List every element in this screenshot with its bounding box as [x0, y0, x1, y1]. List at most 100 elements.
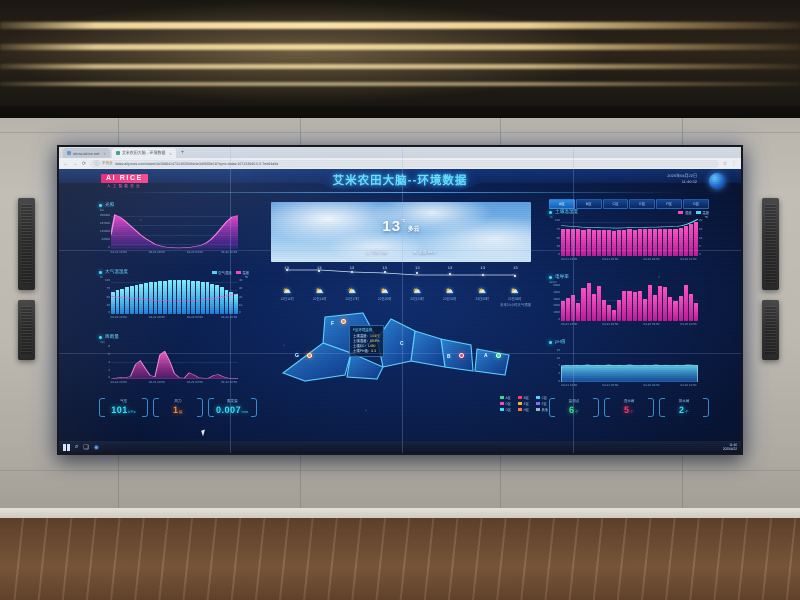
zone-tab-E区[interactable]: E区: [629, 199, 656, 209]
forecast-column[interactable]: ⛅ 23日05时: [466, 288, 499, 301]
left-stat-row: 气压 101kPa 风力 1级 蒸发量 0.007mm: [99, 397, 258, 418]
bar: [658, 286, 663, 321]
chart-rainfall[interactable]: mm 8 6 4 2 0: [99, 340, 249, 387]
forecast-point: [285, 269, 288, 271]
browser-tab-1[interactable]: show.airice.net ×: [63, 148, 110, 158]
browser-icon[interactable]: ◉: [93, 444, 100, 451]
forecast-point: [481, 273, 484, 276]
forecast-column[interactable]: ⛅ 22日20时: [369, 288, 402, 301]
forecast-column[interactable]: ⛅ 22日11时: [271, 288, 304, 301]
sensor-pin-g[interactable]: [307, 353, 312, 358]
stat-card-outlet-gates[interactable]: 排水闸 2个: [659, 397, 709, 418]
panel-illumination: 光照 lux 250000 187500 125000 62500 0: [99, 202, 249, 257]
windows-icon[interactable]: [63, 443, 70, 451]
legend-item[interactable]: F区: [536, 401, 548, 406]
bar: [200, 281, 205, 314]
legend-swatch: [518, 396, 523, 399]
field-map[interactable]: F G C B A F区环境监测 土壤温度：14.6℃ 土壤湿度：89.8% 土…: [265, 309, 548, 412]
address-bar[interactable]: ⓘ 不安全 datav.aliyuncs.com/share/1b3588414…: [90, 159, 719, 168]
partly-cloudy-icon: ⛅: [477, 288, 487, 295]
reload-icon[interactable]: ⟳: [81, 160, 87, 167]
bar: [205, 282, 210, 314]
taskview-icon[interactable]: ❑: [83, 444, 89, 451]
y-tick: 0: [558, 317, 560, 322]
bar: [622, 229, 627, 256]
more-icon[interactable]: ⋮: [731, 160, 737, 167]
browser-tab-1-title: show.airice.net: [73, 150, 100, 156]
zone-tab-G区[interactable]: G区: [683, 199, 709, 209]
legend-item[interactable]: 温度: [235, 270, 249, 275]
bar: [134, 285, 139, 314]
tooltip-value: 14.6℃: [369, 333, 380, 338]
tooltip-value: 6.3: [371, 348, 376, 353]
chart-conductivity[interactable]: us/cm 5000 4000 3000 2000 1000 0 04: [549, 280, 709, 329]
stat-card-wind[interactable]: 风力 1级: [153, 397, 203, 418]
legend-label: E区: [523, 402, 529, 406]
stat-card-inlet-gates[interactable]: 进水闸 5个: [604, 397, 654, 418]
y-tick: 6: [108, 351, 110, 356]
chart-illumination[interactable]: lux 250000 187500 125000 62500 0: [99, 208, 249, 257]
stat-card-pressure[interactable]: 气压 101kPa: [99, 397, 149, 418]
chart-air-temp-humidity[interactable]: % ℃ 100 75 50 25 0 40 30 20 10 0: [99, 275, 249, 322]
legend-item[interactable]: H区: [518, 407, 529, 412]
stat-card-evaporation[interactable]: 蒸发量 0.007mm: [207, 397, 258, 418]
close-icon[interactable]: ×: [103, 150, 106, 156]
legend-item[interactable]: 其他: [536, 407, 548, 412]
stat-card-monitor-points[interactable]: 监测点 6个: [549, 397, 599, 418]
tooltip-label: 土壤PH值：: [353, 348, 372, 353]
legend-item[interactable]: G区: [499, 407, 511, 412]
forecast-point: [449, 273, 452, 275]
map-legend: A区 B区 C区 D区 E区 F区 G区 H区 其他: [499, 395, 548, 412]
y-tick: 0: [108, 375, 110, 380]
back-icon[interactable]: ←: [63, 160, 69, 167]
forecast-column[interactable]: ⛅ 23日02时: [434, 288, 467, 301]
legend-item[interactable]: E区: [518, 401, 529, 406]
zone-tab-C区[interactable]: C区: [602, 199, 629, 209]
soil-humidity-bars: [561, 218, 698, 256]
sky-camera-view[interactable]: 13℃多云 ☴ 西风 1级 ☂ 湿度 88%: [271, 202, 531, 262]
zone-tab-A区[interactable]: A区: [549, 199, 575, 209]
bar: [642, 229, 647, 256]
star-icon[interactable]: ☆: [722, 160, 728, 167]
forecast-temp-line: 13 13 13 13 13 13 13 13: [271, 264, 531, 286]
x-tick: 04-22 03:50: [643, 383, 660, 387]
zone-tab-B区[interactable]: B区: [575, 199, 602, 209]
x-tick: 04-22 10:50: [221, 380, 238, 384]
y-axis-ph: 15 10 7 4 0: [549, 346, 560, 382]
legend-item[interactable]: A区: [499, 395, 511, 400]
legend-item[interactable]: 空气湿度: [211, 270, 232, 275]
sensor-pin-b[interactable]: [459, 353, 464, 358]
sensor-pin-a[interactable]: [496, 353, 501, 358]
search-icon[interactable]: ⌕: [75, 443, 79, 450]
forecast-column[interactable]: ⛅ 22日14时: [304, 288, 337, 301]
zone-tab-F区[interactable]: F区: [656, 199, 683, 209]
taskbar-clock[interactable]: 11:40 2020/4/22: [723, 443, 737, 451]
browser-tab-2-title: 艾米农田大脑 - 环境数据: [121, 150, 166, 155]
plot-rainfall: [109, 343, 239, 380]
legend-item[interactable]: B区: [518, 395, 529, 400]
close-icon[interactable]: ×: [169, 150, 172, 156]
y-tick: 75: [106, 286, 110, 291]
new-tab-button[interactable]: +: [180, 150, 185, 156]
bar: [163, 280, 167, 314]
forward-icon[interactable]: →: [72, 160, 78, 167]
chart-ph[interactable]: 15 10 7 4 0: [549, 346, 709, 390]
legend-item[interactable]: C区: [536, 395, 548, 400]
sensor-pin-f[interactable]: [341, 319, 346, 324]
legend-item[interactable]: 湿度: [678, 210, 692, 215]
legend-item[interactable]: 温度: [695, 210, 709, 215]
legend-item[interactable]: D区: [499, 401, 511, 406]
bar: [148, 282, 153, 314]
field-zone-shapes[interactable]: [265, 309, 540, 387]
chart-soil-temp-humidity[interactable]: % ℃ 100 75 50 25 0 20 15 10 5 0: [549, 215, 709, 264]
stat-unit: 级: [178, 410, 184, 414]
zone-tab-bar[interactable]: A区 B区 C区 E区 F区 G区: [549, 199, 709, 209]
forecast-column[interactable]: ⛅ 22日23时: [401, 288, 434, 301]
browser-tab-2[interactable]: 艾米农田大脑 - 环境数据 ×: [111, 148, 176, 158]
forecast-temperature: 13: [447, 265, 453, 270]
forecast-time: 23日08时: [508, 297, 522, 302]
forecast-column[interactable]: ⛅ 23日08时: [499, 288, 532, 301]
bar: [627, 290, 632, 321]
y2-axis-soil: 20 15 10 5 0: [699, 216, 709, 256]
forecast-column[interactable]: ⛅ 22日17时: [336, 288, 369, 301]
